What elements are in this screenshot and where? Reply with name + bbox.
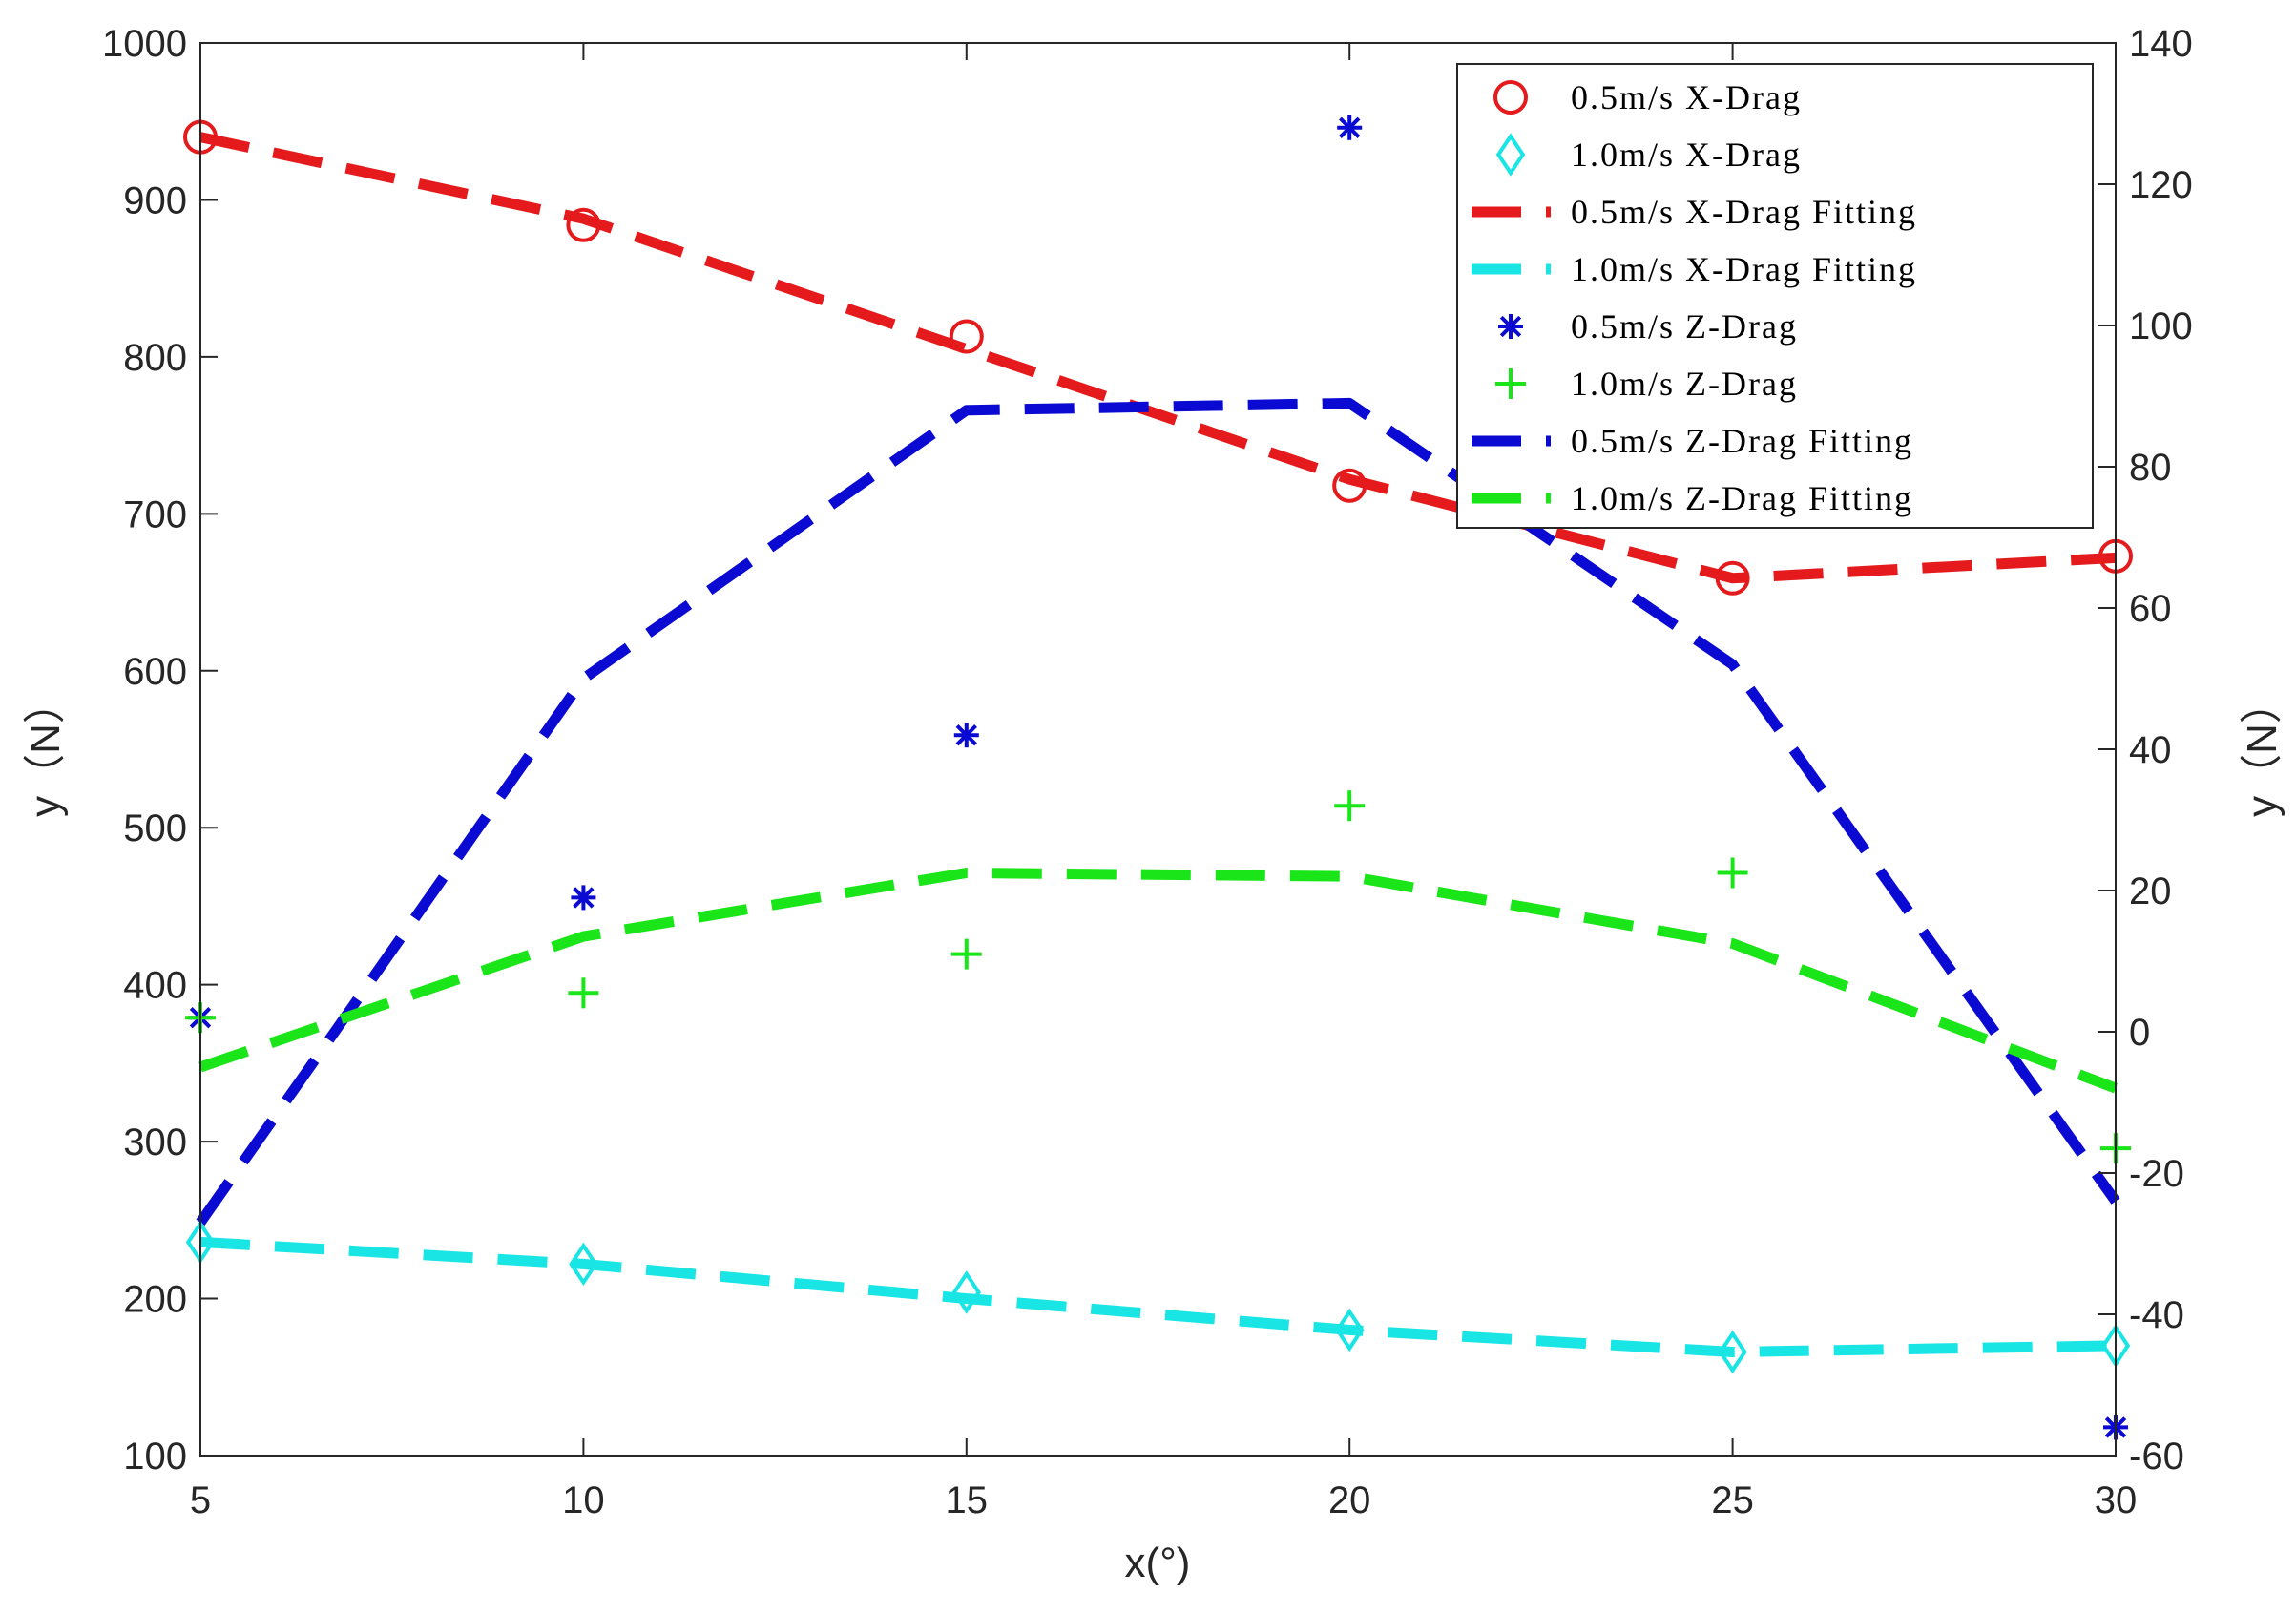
x-axis-ticks: 5 10 15 20 25 30 [190, 43, 2137, 1521]
marker-1-0m-s-x-drag-20 [1334, 1308, 1365, 1352]
x-tick-label: 15 [946, 1479, 989, 1521]
right-tick-label: -60 [2129, 1436, 2184, 1478]
marker-1-0m-s-x-drag-10 [569, 1242, 598, 1287]
left-tick-label: 200 [123, 1279, 187, 1321]
legend-label: 1.0m/s Z-Drag [1571, 365, 1798, 403]
legend-swatch-marker [1495, 368, 1526, 399]
marker-1-0m-s-x-drag-15 [951, 1270, 982, 1314]
left-tick-label: 500 [123, 807, 187, 849]
legend-label: 0.5m/s Z-Drag Fitting [1571, 422, 1913, 460]
x-axis-title: x(°) [1125, 1540, 1191, 1586]
legend-box [1456, 63, 2094, 529]
x-tick-label: 25 [1711, 1479, 1754, 1521]
right-tick-label: 20 [2129, 870, 2172, 912]
x-tick-label: 10 [562, 1479, 605, 1521]
legend-label: 1.0m/s X-Drag Fitting [1571, 250, 1917, 288]
left-tick-label: 800 [123, 337, 187, 379]
marker-0-5m-s-z-drag-15 [953, 723, 979, 748]
left-tick-label: 100 [123, 1436, 187, 1478]
marker-1-0m-s-z-drag-15 [950, 938, 982, 970]
marker-0-5m-s-x-drag-15 [949, 319, 984, 354]
right-tick-label: 40 [2129, 729, 2172, 771]
right-tick-label: 120 [2129, 164, 2193, 206]
legend-label: 0.5m/s X-Drag Fitting [1571, 193, 1917, 231]
legend-swatch-marker [1493, 80, 1528, 115]
right-tick-label: 140 [2129, 23, 2193, 65]
legend-item-0-5m-s-x-drag-fitting: 0.5m/s X-Drag Fitting [1472, 193, 1917, 231]
marker-0-5m-s-x-drag-10 [566, 207, 601, 242]
right-tick-label: 100 [2129, 305, 2193, 347]
legend-label: 0.5m/s Z-Drag [1571, 307, 1798, 346]
marker-0-5m-s-x-drag-25 [1715, 560, 1750, 596]
marker-1-0m-s-z-drag-10 [568, 977, 599, 1009]
marker-0-5m-s-z-drag-20 [1337, 115, 1363, 140]
left-axis-title: y（N） [22, 681, 69, 817]
legend-item-1-0m-s-x-drag: 1.0m/s X-Drag [1495, 133, 1802, 177]
left-axis-ticks: 100 200 300 400 500 600 700 800 900 1000 [102, 23, 218, 1478]
marker-1-0m-s-z-drag-20 [1334, 790, 1366, 822]
left-tick-label: 400 [123, 965, 187, 1007]
marker-1-0m-s-z-drag-25 [1717, 857, 1748, 889]
legend-item-1-0m-s-z-drag: 1.0m/s Z-Drag [1495, 365, 1798, 403]
right-tick-label: 0 [2129, 1012, 2150, 1054]
right-axis-title: y（N） [2239, 681, 2286, 817]
legend: 0.5m/s X-Drag 1.0m/s X-Drag 0.5m/s X-Drag … [1456, 63, 2094, 529]
legend-label: 0.5m/s X-Drag [1571, 78, 1802, 116]
lines-layer [196, 132, 2120, 1357]
left-tick-label: 1000 [102, 23, 187, 65]
right-tick-label: 80 [2129, 447, 2172, 489]
marker-1-0m-s-x-drag-25 [1718, 1330, 1747, 1374]
legend-item-0-5m-s-z-drag: 0.5m/s Z-Drag [1498, 307, 1798, 346]
legend-item-0-5m-s-z-drag-fitting: 0.5m/s Z-Drag Fitting [1472, 422, 1913, 460]
left-tick-label: 900 [123, 179, 187, 221]
left-tick-label: 700 [123, 493, 187, 535]
right-axis-ticks: -60 -40 -20 0 20 40 60 80 100 120 140 [2098, 23, 2193, 1478]
right-tick-label: 60 [2129, 588, 2172, 630]
legend-item-1-0m-s-x-drag-fitting: 1.0m/s X-Drag Fitting [1472, 250, 1917, 288]
x-tick-label: 20 [1328, 1479, 1371, 1521]
series-line-0-5m-s-x-drag-fitting [198, 132, 2117, 584]
marker-0-5m-s-z-drag-10 [571, 885, 596, 911]
right-tick-label: -40 [2129, 1294, 2184, 1336]
series-line-0-5m-s-z-drag-fitting [196, 397, 2120, 1226]
x-tick-label: 5 [190, 1479, 211, 1521]
legend-item-0-5m-s-x-drag: 0.5m/s X-Drag [1493, 78, 1802, 116]
right-tick-label: -20 [2129, 1153, 2184, 1195]
left-tick-label: 600 [123, 651, 187, 693]
series-line-1-0m-s-x-drag-fitting [199, 1236, 2117, 1357]
legend-label: 1.0m/s Z-Drag Fitting [1571, 479, 1913, 517]
legend-swatch-marker [1498, 314, 1523, 339]
x-tick-label: 30 [2095, 1479, 2138, 1521]
legend-label: 1.0m/s X-Drag [1571, 136, 1802, 174]
legend-swatch-marker [1495, 133, 1526, 177]
series-line-1-0m-s-z-drag-fitting [198, 868, 2118, 1094]
left-tick-label: 300 [123, 1121, 187, 1163]
marker-0-5m-s-x-drag-20 [1332, 468, 1367, 503]
legend-item-1-0m-s-z-drag-fitting: 1.0m/s Z-Drag Fitting [1472, 479, 1913, 517]
